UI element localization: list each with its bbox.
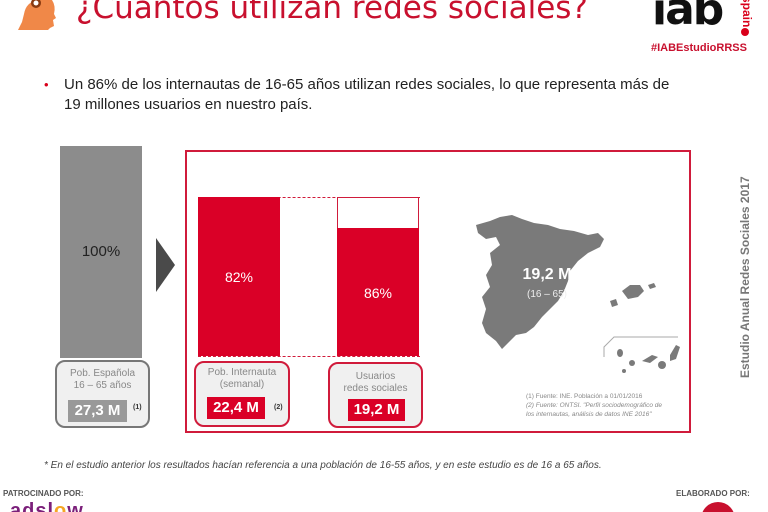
arrow-right-icon — [156, 238, 175, 292]
sponsor-logo: adslow — [10, 500, 84, 512]
map-subtitle: (16 – 65) — [526, 289, 568, 300]
footnote: * En el estudio anterior los resultados … — [44, 460, 602, 471]
card-label-line2: 16 – 65 años — [73, 380, 132, 391]
page-title: ¿Cuántos utilizan redes sociales? — [76, 0, 588, 26]
social-users-bar-label: 86% — [363, 285, 393, 301]
map-value: 19,2 M — [522, 266, 572, 283]
iab-logo-dot — [741, 28, 749, 36]
internauta-bar — [198, 197, 280, 356]
dashed-top-line — [198, 197, 420, 198]
internet-users-panel — [185, 150, 691, 433]
source-line-1: (1) Fuente: INE. Población a 01/01/2016 — [526, 393, 643, 400]
source-line-2: (2) Fuente: ONTSI. "Perfil sociodemográf… — [526, 402, 662, 409]
population-card: Pob. Española 16 – 65 años 27,3 M (1) — [55, 360, 150, 428]
made-by-label: ELABORADO POR: — [676, 489, 750, 498]
card-label-line1: Usuarios — [355, 371, 396, 382]
iab-logo: iab spain — [652, 0, 754, 40]
social-users-card: Usuarios redes sociales 19,2 M — [328, 362, 423, 428]
card-label-line1: Pob. Internauta — [207, 367, 277, 378]
side-study-label: Estudio Anual Redes Sociales 2017 — [738, 176, 752, 378]
social-users-bar — [337, 228, 419, 356]
spain-map-icon — [476, 215, 680, 373]
card-label-line2: redes sociales — [343, 383, 408, 394]
dashed-bottom-line — [198, 356, 420, 357]
card-value: 22,4 M — [207, 397, 265, 419]
card-label-line1: Pob. Española — [69, 368, 136, 379]
hashtag: #IABEstudioRRSS — [651, 42, 747, 54]
bullet-dot-icon: • — [44, 77, 49, 92]
footnote-ref: (1) — [133, 404, 142, 411]
population-bar — [60, 146, 142, 358]
bullet-text: Un 86% de los internautas de 16-65 años … — [64, 76, 670, 113]
made-by-logo — [701, 502, 735, 512]
internauta-card: Pob. Internauta (semanal) 22,4 M (2) — [194, 361, 290, 427]
footnote-ref: (2) — [274, 404, 283, 411]
sponsor-label: PATROCINADO POR: — [3, 489, 84, 498]
card-label-line2: (semanal) — [219, 379, 265, 390]
card-value: 19,2 M — [348, 399, 405, 421]
iab-logo-suffix: spain — [740, 0, 754, 28]
head-silhouette-icon — [18, 0, 56, 30]
card-value: 27,3 M — [68, 400, 127, 422]
internauta-bar-label: 82% — [224, 269, 254, 285]
sources-note: (1) Fuente: INE. Población a 01/01/2016 … — [526, 392, 662, 419]
bullet-point: • Un 86% de los internautas de 16-65 año… — [44, 75, 684, 115]
population-bar-label: 100% — [81, 243, 121, 260]
iab-logo-text: iab — [652, 0, 724, 35]
source-line-3: los internautas, análisis de datos INE 2… — [526, 411, 652, 418]
